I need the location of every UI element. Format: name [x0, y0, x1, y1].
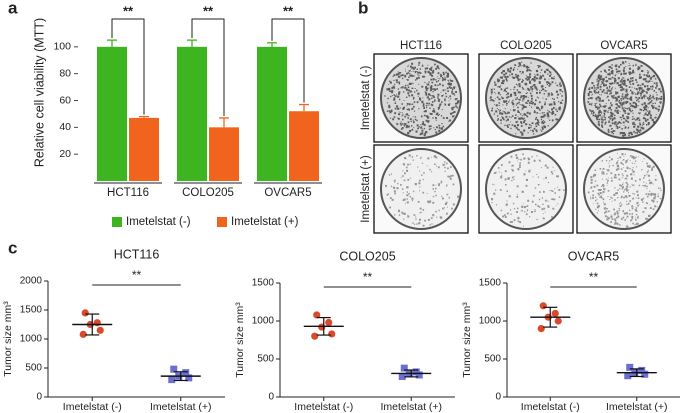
x-tick-label: Imetelstat (-)	[521, 401, 580, 413]
significance-label: **	[123, 3, 134, 18]
point	[170, 365, 178, 373]
y-axis-label: Tumor size mm³	[2, 301, 14, 377]
significance-label: **	[363, 270, 373, 284]
bar	[257, 46, 287, 182]
point	[537, 325, 545, 333]
y-tick-label: 1000	[20, 334, 43, 345]
bar	[97, 46, 127, 182]
significance-bracket	[271, 18, 305, 103]
point	[624, 372, 632, 380]
point	[641, 370, 649, 378]
point	[311, 332, 319, 340]
y-tick-label: 0	[268, 392, 274, 403]
point	[313, 311, 321, 319]
y-tick-label: 0	[495, 392, 501, 403]
dish	[380, 57, 462, 139]
colony-texture	[489, 61, 564, 136]
y-tick-label: 2000	[20, 276, 43, 287]
x-tick-label: OVCAR5	[264, 187, 311, 199]
colony-texture	[587, 61, 663, 137]
dish	[485, 148, 567, 230]
y-axis-label: Tumor size mm³	[461, 302, 473, 378]
x-tick-label: Imetelstat (+)	[380, 401, 442, 413]
colony-texture	[491, 153, 565, 227]
point	[79, 330, 87, 338]
significance-bracket	[191, 18, 225, 116]
legend-label: Imetelstat (+)	[231, 216, 299, 228]
significance-bracket	[111, 18, 145, 115]
bar	[129, 117, 159, 181]
point	[168, 376, 176, 384]
x-tick-label: COLO205	[182, 187, 234, 199]
panel-label: a	[8, 0, 18, 17]
row-label: Imetelstat (-)	[360, 66, 372, 131]
y-tick-label: 0	[36, 392, 42, 403]
point	[400, 364, 408, 372]
y-axis-label: Tumor size mm³	[234, 302, 246, 378]
y-tick-label: 1500	[20, 305, 43, 316]
column-label: HCT116	[400, 40, 442, 52]
point	[415, 371, 423, 379]
point	[626, 363, 634, 371]
significance-label: **	[132, 268, 142, 282]
bar	[209, 127, 239, 181]
column-label: OVCAR5	[600, 40, 647, 52]
point	[554, 317, 562, 325]
panel-label: b	[358, 0, 368, 17]
point	[185, 374, 193, 382]
bar	[177, 46, 207, 182]
x-tick-label: Imetelstat (-)	[294, 401, 353, 413]
legend-swatch	[112, 217, 122, 227]
legend-swatch	[217, 217, 227, 227]
significance-label: **	[203, 3, 214, 18]
point	[93, 319, 101, 327]
significance-label: **	[589, 270, 599, 284]
y-tick-label: 60	[59, 94, 71, 106]
point	[96, 326, 104, 334]
point	[182, 369, 190, 377]
y-tick-label: 500	[257, 354, 274, 365]
point	[551, 309, 559, 317]
point	[539, 302, 547, 310]
point	[325, 318, 333, 327]
chart-title: OVCAR5	[568, 249, 619, 263]
x-tick-label: HCT116	[107, 187, 149, 199]
significance-label: **	[283, 3, 294, 18]
y-tick-label: 1000	[252, 316, 275, 327]
y-tick-label: 1000	[479, 316, 502, 327]
chart-title: HCT116	[114, 247, 160, 261]
point	[398, 372, 406, 380]
x-tick-label: Imetelstat (-)	[63, 401, 122, 413]
y-tick-label: 20	[59, 148, 71, 160]
legend-label: Imetelstat (-)	[126, 216, 191, 228]
column-label: COLO205	[500, 40, 552, 52]
y-tick-label: 1500	[252, 278, 275, 289]
row-label: Imetelstat (+)	[360, 155, 372, 223]
y-tick-label: 40	[59, 121, 71, 133]
y-tick-label: 1500	[479, 278, 502, 289]
point	[81, 309, 89, 317]
y-tick-label: 500	[25, 363, 42, 374]
colony-texture	[587, 152, 662, 228]
x-tick-label: Imetelstat (+)	[150, 401, 212, 413]
x-tick-label: Imetelstat (+)	[606, 401, 668, 413]
bar	[289, 111, 319, 181]
chart-title: COLO205	[339, 249, 395, 263]
y-tick-label: 100	[53, 41, 71, 53]
dish	[380, 148, 462, 230]
point	[328, 330, 336, 338]
colony-texture	[384, 61, 460, 137]
y-axis-label: Relative cell viability (MTT)	[32, 17, 47, 168]
y-tick-label: 500	[484, 354, 501, 365]
point	[638, 366, 646, 374]
panel-label: c	[8, 238, 17, 257]
y-tick-label: 80	[59, 67, 71, 79]
